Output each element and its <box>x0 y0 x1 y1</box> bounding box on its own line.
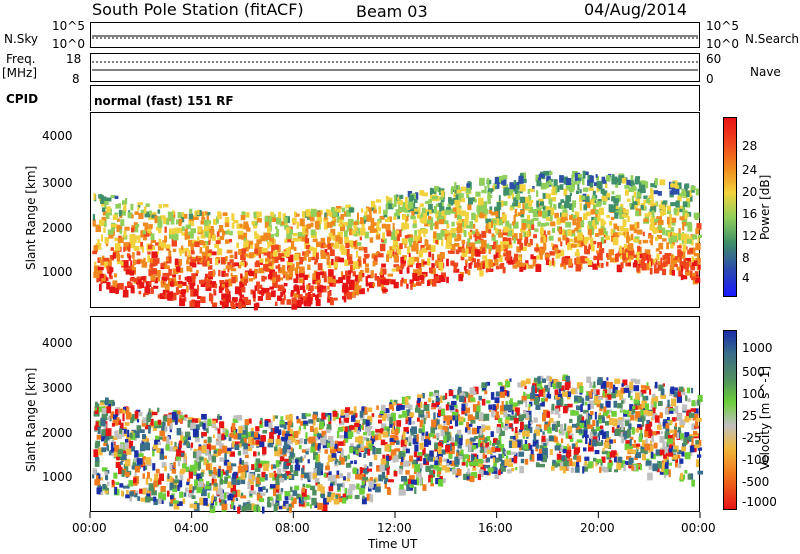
freq-tick-high: 18 <box>66 52 82 66</box>
velocity-colorbar <box>723 330 737 510</box>
power-cbar-tick-8: 8 <box>742 251 750 265</box>
nave-tick-low: 0 <box>706 72 714 86</box>
nave-tick-high: 60 <box>706 52 722 66</box>
power-ytick-2000: 2000 <box>42 221 73 235</box>
heatmap-cells <box>92 374 704 514</box>
power-cbar-tick-20: 20 <box>742 185 758 199</box>
velocity-ytick-2000: 2000 <box>42 426 73 440</box>
velocity-cbar-tick-500: 500 <box>742 365 765 379</box>
freq-panel <box>90 53 700 82</box>
heatmap-cells <box>92 170 702 311</box>
velocity-cbar-tick-m25: -25 <box>742 431 762 445</box>
velocity-ytick-3000: 3000 <box>42 381 73 395</box>
velocity-cbar-tick-25: 25 <box>742 409 758 423</box>
xtick-1200: 12:00 <box>377 521 412 535</box>
xtick-0800: 08:00 <box>275 521 310 535</box>
velocity-ytick-4000: 4000 <box>42 336 73 350</box>
freq-label: Freq. <box>6 52 36 66</box>
power-ytick-4000: 4000 <box>42 129 73 143</box>
xtick-2400: 00:00 <box>681 521 716 535</box>
velocity-cbar-tick-m1000: -1000 <box>742 495 777 509</box>
noise-panel <box>90 22 700 48</box>
cpid-panel <box>90 85 700 111</box>
xtick-2000: 20:00 <box>580 521 615 535</box>
power-cbar-tick-28: 28 <box>742 139 758 153</box>
velocity-cbar-tick-100: 100 <box>742 387 765 401</box>
power-ytick-1000: 1000 <box>42 265 73 279</box>
chart-title: South Pole Station (fitACF) <box>92 0 304 19</box>
xtick-1600: 16:00 <box>478 521 513 535</box>
power-cbar-tick-12: 12 <box>742 229 758 243</box>
nsky-label: N.Sky <box>4 32 39 46</box>
power-cbar-tick-24: 24 <box>742 163 758 177</box>
freq-tick-low: 8 <box>72 72 80 86</box>
xaxis-label: Time UT <box>368 537 418 551</box>
velocity-cbar-tick-m500: -500 <box>742 475 770 489</box>
xtick-0000: 00:00 <box>72 521 107 535</box>
power-colorbar <box>723 117 737 297</box>
freq-unit-label: [MHz] <box>2 66 38 80</box>
noise-tick-right-low: 10^0 <box>706 37 739 51</box>
noise-tick-left-high: 10^5 <box>52 19 85 33</box>
noise-tick-left-low: 10^0 <box>52 37 85 51</box>
power-cbar-tick-4: 4 <box>742 271 750 285</box>
nave-label: Nave <box>750 65 781 79</box>
power-ytick-3000: 3000 <box>42 176 73 190</box>
xtick-0400: 04:00 <box>174 521 209 535</box>
cpid-value: normal (fast) 151 RF <box>94 94 234 108</box>
power-cbar-tick-16: 16 <box>742 207 758 221</box>
beam-label: Beam 03 <box>356 2 428 21</box>
nsearch-label: N.Search <box>745 32 800 46</box>
velocity-ytick-1000: 1000 <box>42 470 73 484</box>
velocity-cbar-tick-m100: -100 <box>742 453 770 467</box>
date-label: 04/Aug/2014 <box>584 0 688 19</box>
cpid-label: CPID <box>6 92 39 106</box>
noise-tick-right-high: 10^5 <box>706 19 739 33</box>
velocity-cbar-tick-1000: 1000 <box>742 341 773 355</box>
